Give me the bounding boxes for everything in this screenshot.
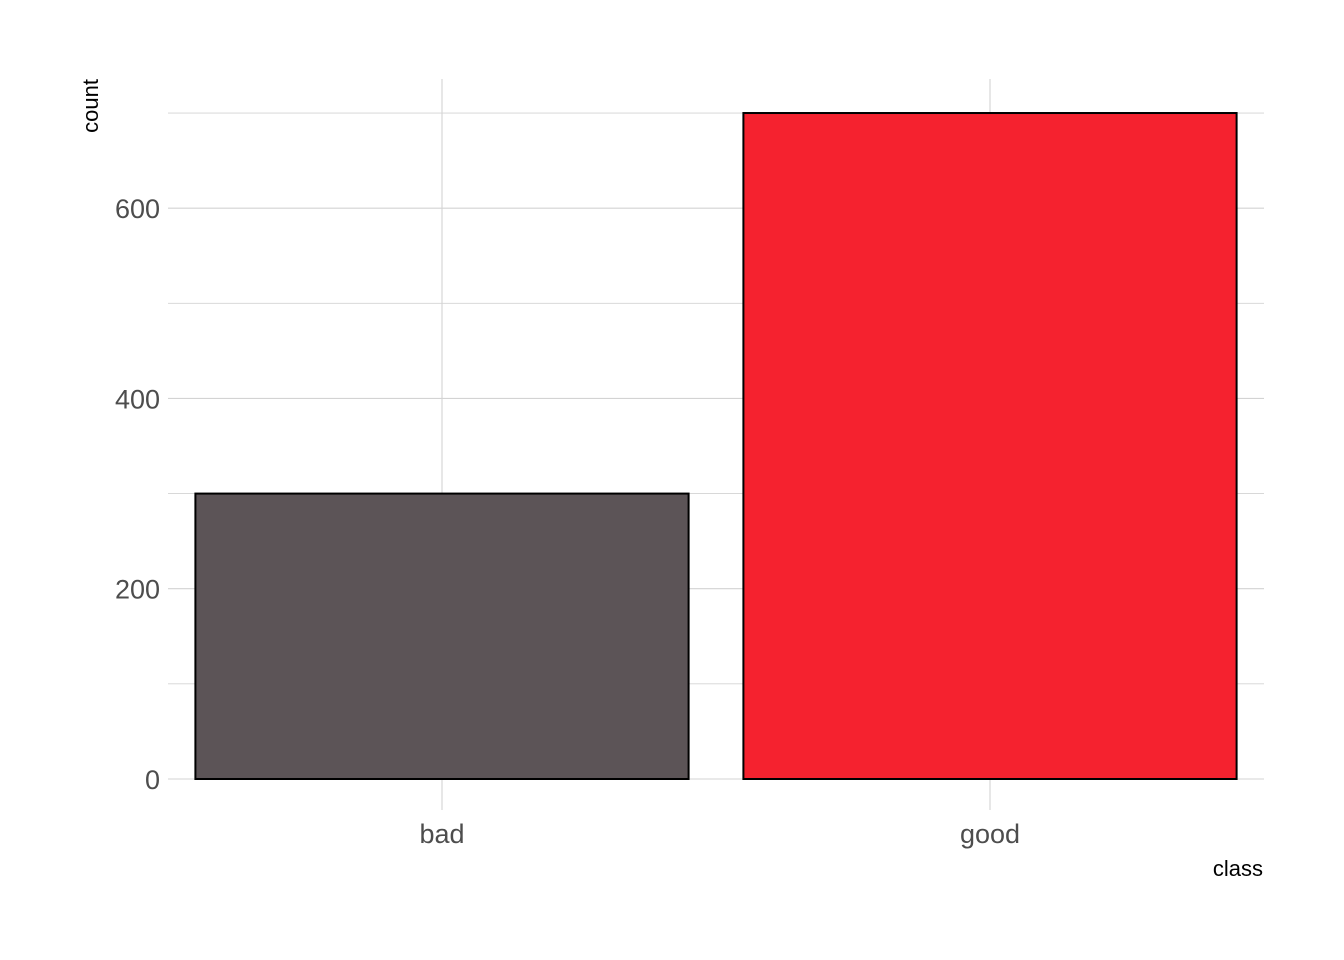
y-tick-label: 0 xyxy=(145,765,160,795)
x-tick-label: good xyxy=(960,819,1020,849)
bar-bad xyxy=(194,492,690,780)
x-axis-ticks: bad good xyxy=(419,819,1020,849)
y-axis-ticks: 0 200 400 600 xyxy=(115,194,160,795)
x-axis-title: class xyxy=(1213,856,1263,881)
bar-good xyxy=(742,112,1238,780)
y-tick-label: 200 xyxy=(115,575,160,605)
y-tick-label: 400 xyxy=(115,384,160,414)
y-axis-title: count xyxy=(78,79,103,133)
x-tick-label: bad xyxy=(419,819,464,849)
bars xyxy=(194,112,1238,780)
y-tick-label: 600 xyxy=(115,194,160,224)
